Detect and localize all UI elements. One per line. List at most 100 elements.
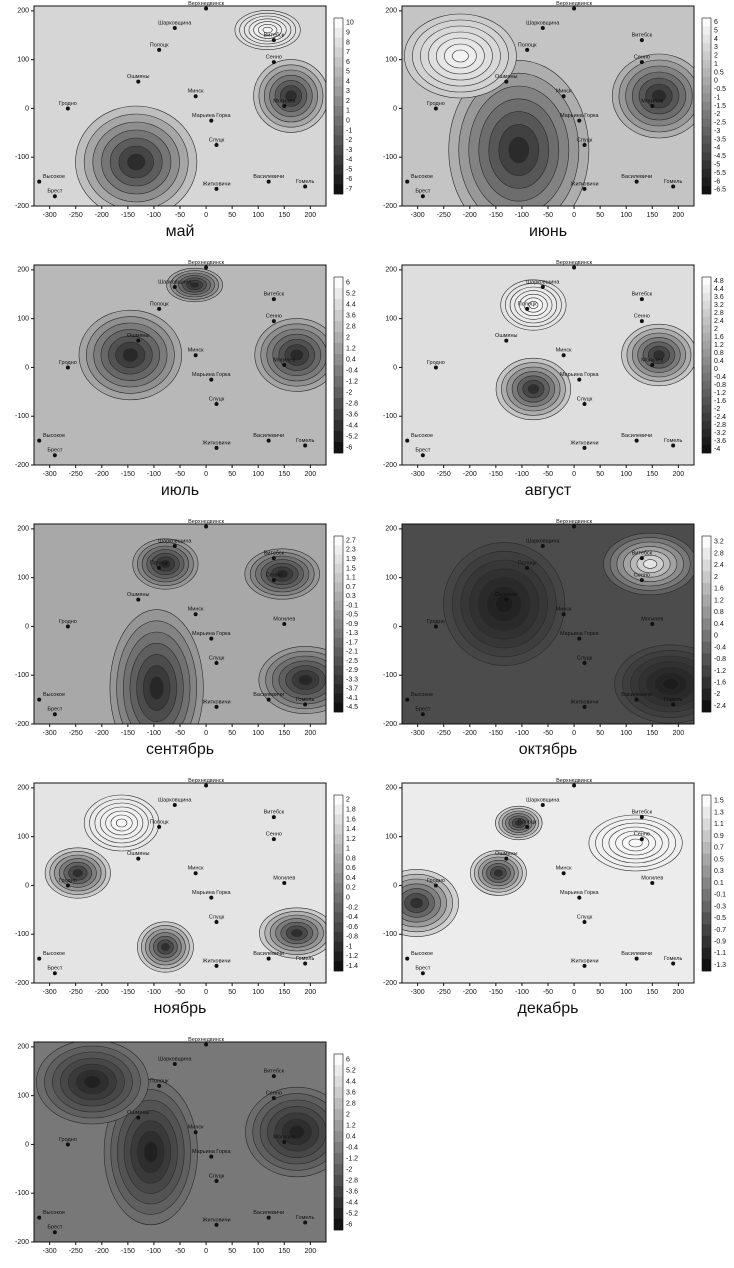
colorbar-swatch xyxy=(334,442,343,453)
colorbar-swatch xyxy=(334,883,343,893)
colorbar-swatch xyxy=(334,675,343,685)
colorbar-label: 0.5 xyxy=(714,69,724,76)
station xyxy=(272,297,276,301)
colorbar-label: -0.5 xyxy=(346,612,358,619)
x-tick-label: -200 xyxy=(463,471,477,478)
colorbar-swatch xyxy=(334,795,343,805)
station-label: Брест xyxy=(415,448,430,454)
station xyxy=(282,1140,286,1144)
contour-panel: ВерхнедвинскШарковщинаВитебскПолоцкСенно… xyxy=(383,519,727,758)
colorbar-label: 0.4 xyxy=(346,1133,356,1140)
y-tick-label: 200 xyxy=(17,1044,29,1051)
x-tick-label: -100 xyxy=(147,471,161,478)
station xyxy=(194,353,198,357)
x-tick-label: 150 xyxy=(646,730,658,737)
colorbar-swatch xyxy=(702,830,711,842)
contour-panel: ВерхнедвинскШарковщинаВитебскПолоцкСенно… xyxy=(15,260,358,499)
contour-line xyxy=(123,349,138,362)
station-label: Ошмяны xyxy=(127,851,149,857)
station-label: Полоцк xyxy=(518,560,537,566)
station-label: Гомель xyxy=(296,1215,315,1221)
colorbar-label: 0.8 xyxy=(714,350,724,357)
station xyxy=(215,661,219,665)
colorbar-label: 0.2 xyxy=(346,885,356,892)
colorbar-label: -4 xyxy=(714,446,720,453)
y-tick-label: -200 xyxy=(15,203,29,210)
contour-line xyxy=(509,137,529,163)
station xyxy=(215,446,219,450)
contour-panel: ВерхнедвинскШарковщинаВитебскПолоцкСенно… xyxy=(383,1,726,240)
colorbar-swatch xyxy=(702,341,711,349)
x-tick-label: -50 xyxy=(543,471,553,478)
colorbar-swatch xyxy=(334,693,343,703)
colorbar-swatch xyxy=(334,343,343,354)
station-label: Высокое xyxy=(411,692,433,698)
y-tick-label: 200 xyxy=(385,785,397,792)
colorbar-swatch xyxy=(334,903,343,913)
station xyxy=(303,961,307,965)
colorbar-label: 3.2 xyxy=(714,302,724,309)
x-tick-label: -250 xyxy=(437,212,451,219)
colorbar-swatch xyxy=(334,815,343,825)
colorbar-label: -6.5 xyxy=(714,187,726,194)
station-label: Василевичи xyxy=(621,433,652,439)
x-tick-label: -150 xyxy=(489,989,503,996)
colorbar-swatch xyxy=(702,43,711,52)
colorbar-swatch xyxy=(334,174,343,184)
colorbar-label: 5.2 xyxy=(346,1067,356,1074)
colorbar-label: -0.9 xyxy=(346,621,358,628)
x-tick-label: 150 xyxy=(278,471,290,478)
y-tick-label: -200 xyxy=(383,462,397,469)
station-label: Брест xyxy=(47,1225,62,1231)
x-tick-label: -50 xyxy=(175,471,185,478)
station-label: Брест xyxy=(47,966,62,972)
station-label: Слуцк xyxy=(577,396,593,402)
colorbar-label: -3.6 xyxy=(346,411,358,418)
colorbar-swatch xyxy=(702,35,711,44)
station-label: Витебск xyxy=(264,551,285,557)
colorbar-label: 0 xyxy=(346,895,350,902)
station xyxy=(303,1220,307,1224)
colorbar-label: 0.5 xyxy=(714,856,724,863)
colorbar-swatch xyxy=(702,854,711,866)
colorbar-label: 1.1 xyxy=(346,575,356,582)
station-label: Полоцк xyxy=(518,42,537,48)
colorbar-label: -6 xyxy=(346,176,352,183)
y-tick-label: 100 xyxy=(17,316,29,323)
colorbar-swatch xyxy=(334,592,343,602)
x-tick-label: -100 xyxy=(515,989,529,996)
station-label: Могилев xyxy=(641,616,663,622)
plot-area xyxy=(34,265,339,465)
station-label: Витебск xyxy=(264,33,285,39)
colorbar-label: 2.8 xyxy=(714,310,724,317)
colorbar-swatch xyxy=(334,409,343,420)
contour-line xyxy=(150,677,163,699)
station xyxy=(282,363,286,367)
colorbar-swatch xyxy=(702,936,711,948)
x-tick-label: -50 xyxy=(543,212,553,219)
station-label: Минск xyxy=(188,607,204,613)
colorbar-swatch xyxy=(702,595,711,607)
colorbar-swatch xyxy=(702,548,711,560)
colorbar-swatch xyxy=(334,844,343,854)
colorbar-label: -1 xyxy=(714,94,720,101)
station-label: Слуцк xyxy=(209,655,225,661)
station xyxy=(215,1179,219,1183)
colorbar-label: -2 xyxy=(346,1166,352,1173)
station-label: Житковичи xyxy=(202,440,230,446)
colorbar-swatch xyxy=(334,1109,343,1120)
contour-line xyxy=(161,943,169,950)
colorbar-swatch xyxy=(702,26,711,35)
colorbar-swatch xyxy=(334,1131,343,1142)
station-label: Шарковщина xyxy=(158,797,192,803)
station-label: Марьина Горка xyxy=(192,113,232,119)
colorbar-swatch xyxy=(702,559,711,571)
colorbar-swatch xyxy=(334,863,343,873)
colorbar-label: -0.9 xyxy=(714,939,726,946)
y-tick-label: 100 xyxy=(17,1093,29,1100)
station xyxy=(272,1096,276,1100)
panel-title: июль xyxy=(161,482,199,499)
station-label: Ошмяны xyxy=(495,592,517,598)
colorbar-label: 4.4 xyxy=(714,286,724,293)
station xyxy=(562,94,566,98)
